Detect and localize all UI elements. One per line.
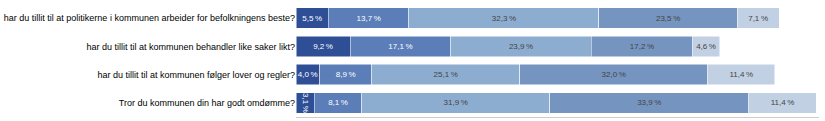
svg-text:17,2 %: 17,2 %: [630, 42, 654, 51]
svg-text:23,5 %: 23,5 %: [656, 14, 680, 23]
svg-text:11,4 %: 11,4 %: [771, 98, 795, 107]
svg-text:23,9 %: 23,9 %: [509, 42, 533, 51]
svg-text:har du tillit til at kommunen: har du tillit til at kommunen følger lov…: [97, 70, 295, 80]
svg-text:31,9 %: 31,9 %: [444, 98, 468, 107]
svg-text:Tror du kommunen din har godt: Tror du kommunen din har godt omdømme?: [119, 98, 295, 108]
svg-text:11,4 %: 11,4 %: [729, 70, 753, 79]
svg-text:har du tillit til at politiker: har du tillit til at politikerne i kommu…: [4, 13, 295, 23]
svg-text:8,9 %: 8,9 %: [336, 70, 356, 79]
svg-text:32,3 %: 32,3 %: [492, 14, 516, 23]
svg-text:4,6 %: 4,6 %: [696, 42, 716, 51]
svg-text:9,2 %: 9,2 %: [313, 42, 333, 51]
svg-text:4,0 %: 4,0 %: [298, 70, 318, 79]
svg-text:5,5 %: 5,5 %: [302, 14, 322, 23]
svg-text:17,1 %: 17,1 %: [388, 42, 412, 51]
svg-text:7,1 %: 7,1 %: [748, 14, 768, 23]
svg-text:13,7 %: 13,7 %: [357, 14, 381, 23]
svg-text:3,1 %: 3,1 %: [301, 93, 310, 113]
svg-text:33,9 %: 33,9 %: [637, 98, 661, 107]
svg-text:har du tillit til at kommunen: har du tillit til at kommunen behandler …: [86, 42, 295, 52]
svg-text:32,0 %: 32,0 %: [602, 70, 626, 79]
svg-text:25,1 %: 25,1 %: [434, 70, 458, 79]
svg-text:8,1 %: 8,1 %: [328, 98, 348, 107]
